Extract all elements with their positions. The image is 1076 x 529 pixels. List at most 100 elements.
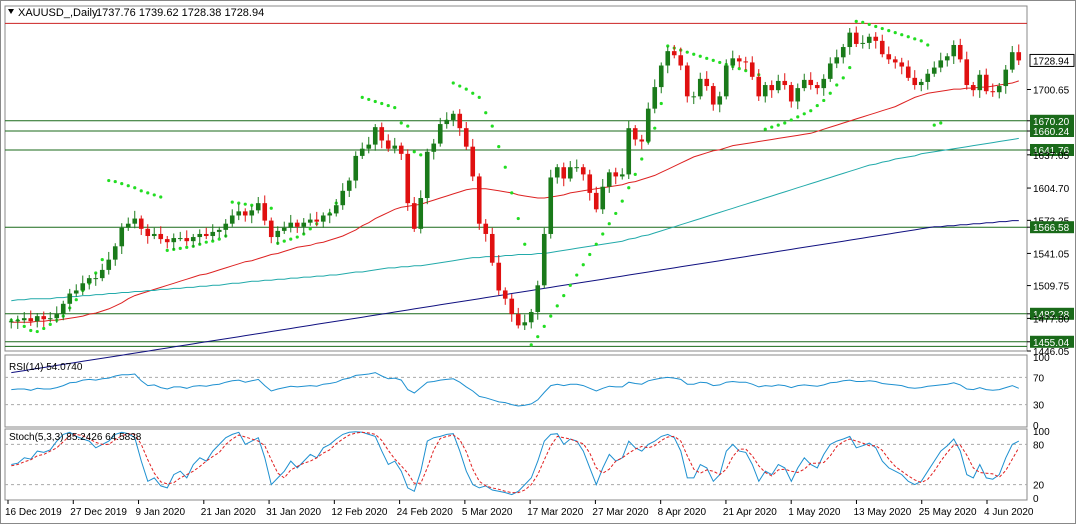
sar-dot bbox=[308, 227, 312, 231]
candle-body bbox=[964, 59, 970, 86]
candle-body bbox=[983, 74, 989, 92]
sar-dot bbox=[744, 69, 748, 73]
candle-body bbox=[15, 320, 21, 322]
sar-dot bbox=[893, 31, 897, 35]
candle-body bbox=[970, 85, 976, 91]
candle-body bbox=[827, 63, 833, 79]
candle-body bbox=[476, 176, 482, 224]
candle-body bbox=[840, 47, 846, 58]
candle-body bbox=[242, 211, 248, 216]
candle-body bbox=[301, 222, 307, 227]
candle-body bbox=[184, 238, 190, 242]
candle-body bbox=[697, 78, 703, 97]
sar-dot bbox=[627, 186, 631, 190]
price-level-tag bbox=[1030, 125, 1074, 138]
candle-body bbox=[873, 36, 879, 41]
candle-body bbox=[411, 203, 417, 229]
sar-dot bbox=[828, 91, 832, 95]
date-label: 27 Dec 2019 bbox=[70, 507, 127, 518]
candle-body bbox=[977, 74, 983, 91]
sar-dot bbox=[594, 242, 598, 246]
candle-body bbox=[431, 143, 437, 152]
candles bbox=[8, 26, 1022, 330]
candle-body bbox=[990, 91, 996, 93]
sar-dot bbox=[42, 326, 46, 331]
candle-body bbox=[522, 322, 528, 326]
price-tick-label: 1700.65 bbox=[1033, 86, 1070, 97]
sar-dot bbox=[705, 56, 709, 60]
sar-dot bbox=[659, 101, 663, 106]
price-tick-label: 1446.05 bbox=[1033, 347, 1070, 358]
candle-body bbox=[86, 278, 92, 284]
sar-dot bbox=[152, 193, 156, 197]
osc-tick-label: 100 bbox=[1033, 427, 1050, 438]
candle-body bbox=[47, 318, 53, 320]
sar-dot bbox=[913, 37, 917, 41]
sar-dot bbox=[789, 118, 793, 122]
date-axis: 16 Dec 2019 27 Dec 2019 9 Jan 2020 21 Jan 2… bbox=[5, 500, 1034, 518]
candle-body bbox=[112, 246, 118, 260]
price-level-label: 1660.24 bbox=[1033, 127, 1070, 138]
sar-dot bbox=[783, 121, 787, 125]
candle-body bbox=[54, 314, 60, 319]
candle-body bbox=[190, 237, 196, 242]
candle-body bbox=[541, 233, 547, 286]
ma_slow-line bbox=[11, 220, 1019, 374]
osc-tick-label: 80 bbox=[1033, 440, 1045, 451]
candle-body bbox=[626, 128, 632, 175]
date-label: 8 Apr 2020 bbox=[658, 507, 707, 518]
candle-body bbox=[834, 57, 840, 64]
sar-dot bbox=[698, 54, 702, 58]
sar-dot bbox=[601, 232, 605, 236]
sar-dot bbox=[360, 95, 364, 99]
stoch-title: Stoch(5,3,3) 85.2426 64.5838 bbox=[9, 432, 142, 443]
date-label: 21 Apr 2020 bbox=[723, 507, 777, 518]
sar-dot bbox=[133, 186, 137, 190]
candle-body bbox=[665, 51, 671, 66]
price-level-tag bbox=[1030, 221, 1074, 234]
candle-body bbox=[814, 85, 820, 89]
sar-dot bbox=[718, 60, 722, 65]
rsi-series: 100 70 30 0 bbox=[5, 353, 1050, 432]
sar-dot bbox=[497, 145, 501, 149]
sar-dot bbox=[835, 83, 839, 87]
price-tick-label: 1604.70 bbox=[1033, 184, 1070, 195]
sar-dot bbox=[29, 328, 33, 333]
candle-body bbox=[255, 203, 261, 211]
dropdown-triangle-icon[interactable] bbox=[8, 9, 14, 14]
sar-dot bbox=[562, 293, 566, 298]
sar-dot bbox=[932, 123, 936, 127]
sar-dot bbox=[230, 200, 234, 204]
sar-dot bbox=[490, 124, 494, 128]
candle-body bbox=[210, 231, 216, 237]
osc-tick-label: 0 bbox=[1033, 494, 1039, 505]
candle-body bbox=[743, 61, 749, 63]
sar-dot bbox=[763, 127, 767, 131]
sar-dot bbox=[289, 237, 293, 241]
sar-dot bbox=[386, 103, 390, 108]
candle-body bbox=[99, 269, 105, 279]
sar-dot bbox=[666, 44, 670, 48]
candle-body bbox=[203, 233, 209, 237]
candle-body bbox=[853, 32, 859, 44]
horizontal-levels bbox=[5, 22, 1027, 347]
price-tick-label: 1637.05 bbox=[1033, 151, 1070, 162]
candle-body bbox=[470, 146, 476, 177]
sar-dot bbox=[503, 165, 507, 169]
ma_mid-line bbox=[11, 137, 1019, 302]
moving-averages bbox=[11, 80, 1019, 374]
candle-body bbox=[171, 238, 177, 243]
candle-body bbox=[385, 140, 391, 149]
sar-dot bbox=[653, 126, 657, 130]
candle-body bbox=[652, 87, 658, 109]
sar-dot bbox=[380, 101, 384, 106]
candle-body bbox=[359, 148, 365, 156]
date-label: 12 Feb 2020 bbox=[331, 507, 388, 518]
candle-body bbox=[268, 220, 274, 238]
candle-body bbox=[463, 128, 469, 147]
date-label: 1 May 2020 bbox=[788, 507, 841, 518]
sar-dot bbox=[120, 182, 124, 186]
sar-dot bbox=[94, 271, 98, 275]
